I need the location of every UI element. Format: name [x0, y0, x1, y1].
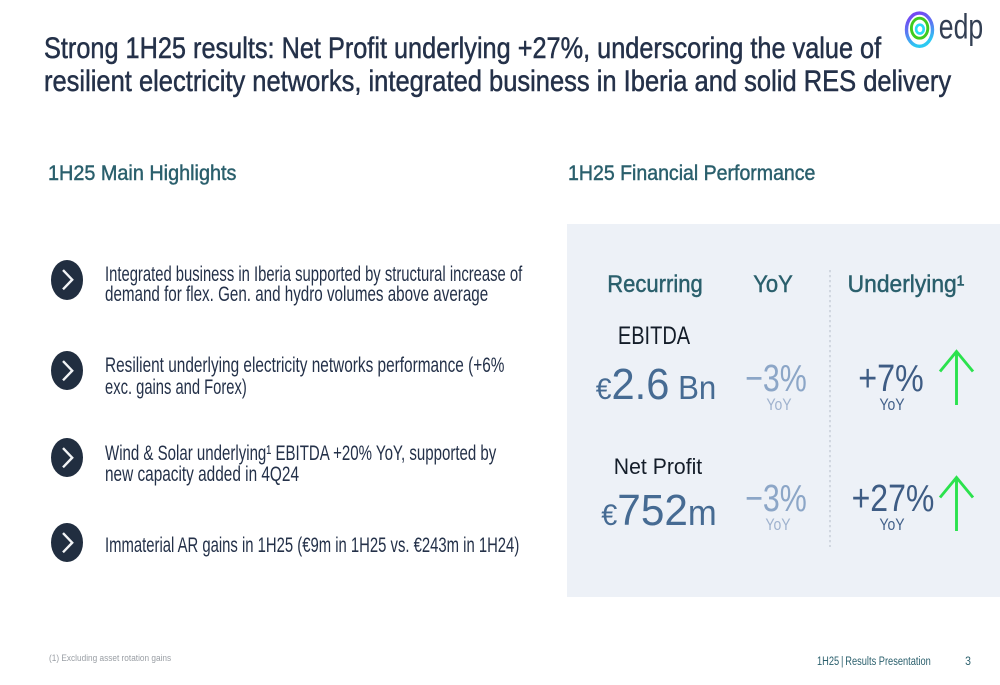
- svg-text:edp: edp: [939, 8, 983, 46]
